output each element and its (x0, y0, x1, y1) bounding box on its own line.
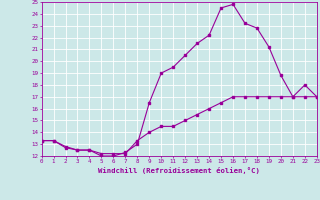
X-axis label: Windchill (Refroidissement éolien,°C): Windchill (Refroidissement éolien,°C) (98, 167, 260, 174)
